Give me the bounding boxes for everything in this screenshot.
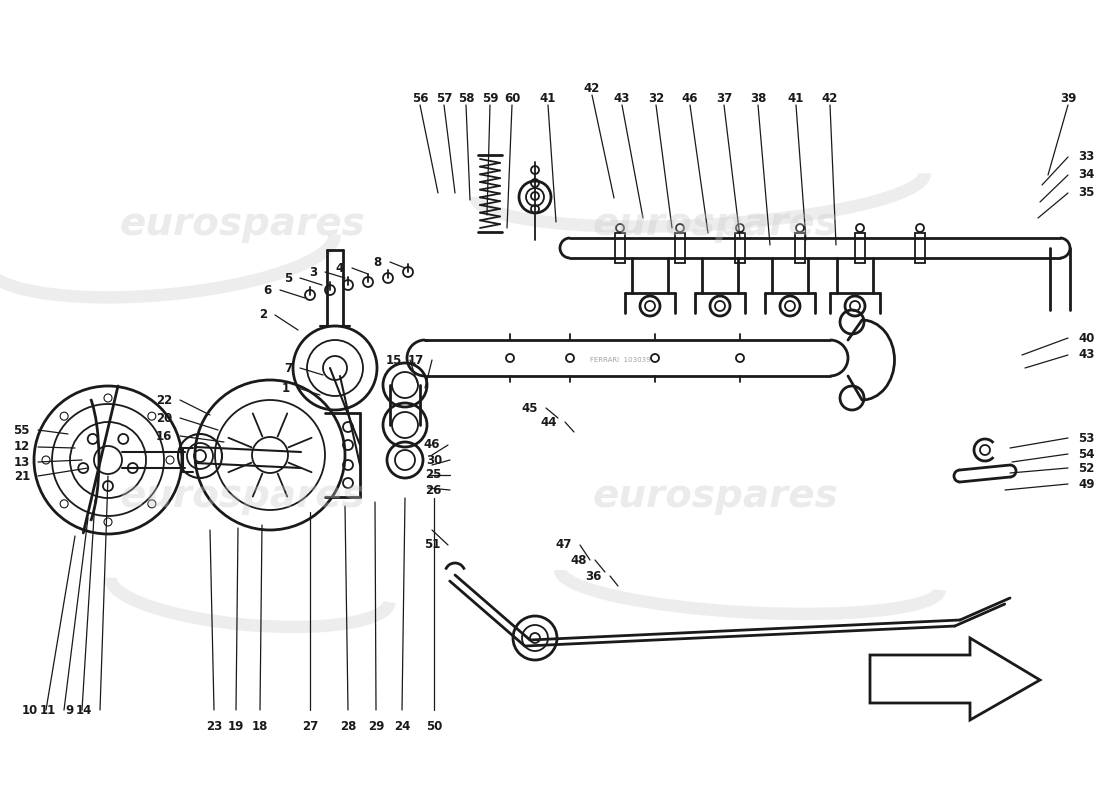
Text: eurospares: eurospares: [592, 477, 838, 515]
Text: 48: 48: [571, 554, 587, 566]
Text: 16: 16: [155, 430, 172, 442]
Text: 9: 9: [66, 703, 74, 717]
Text: 29: 29: [367, 720, 384, 733]
Text: 60: 60: [504, 93, 520, 106]
Text: 6: 6: [264, 283, 272, 297]
Text: 35: 35: [1078, 186, 1094, 199]
Text: 33: 33: [1078, 150, 1094, 163]
Text: 37: 37: [716, 93, 733, 106]
Text: 56: 56: [411, 93, 428, 106]
Text: 14: 14: [76, 703, 92, 717]
Text: 18: 18: [252, 720, 268, 733]
Text: 11: 11: [40, 703, 56, 717]
Text: 4: 4: [336, 262, 344, 274]
Text: 24: 24: [394, 720, 410, 733]
Text: 57: 57: [436, 93, 452, 106]
Text: 15: 15: [386, 354, 402, 366]
Text: 46: 46: [682, 93, 698, 106]
Text: 20: 20: [156, 411, 172, 425]
Text: 13: 13: [13, 455, 30, 469]
Text: 44: 44: [540, 415, 557, 429]
Text: 58: 58: [458, 93, 474, 106]
Text: 52: 52: [1078, 462, 1094, 474]
Text: 17: 17: [408, 354, 424, 366]
Text: 23: 23: [206, 720, 222, 733]
Text: 10: 10: [22, 703, 38, 717]
Text: 5: 5: [284, 271, 292, 285]
Text: 41: 41: [788, 93, 804, 106]
Polygon shape: [870, 638, 1040, 720]
Text: 55: 55: [13, 423, 30, 437]
Text: 12: 12: [13, 441, 30, 454]
Text: 1: 1: [282, 382, 290, 394]
Text: eurospares: eurospares: [119, 205, 365, 243]
Text: 51: 51: [424, 538, 440, 551]
Text: 25: 25: [426, 469, 442, 482]
Text: 42: 42: [822, 93, 838, 106]
Text: 19: 19: [228, 720, 244, 733]
Text: 41: 41: [540, 93, 557, 106]
Text: 2: 2: [258, 309, 267, 322]
Text: 43: 43: [614, 93, 630, 106]
Text: 26: 26: [426, 483, 442, 497]
Text: FERRARI  103039: FERRARI 103039: [590, 357, 650, 363]
Text: 38: 38: [750, 93, 767, 106]
Circle shape: [513, 616, 557, 660]
Text: eurospares: eurospares: [119, 477, 365, 515]
Text: 7: 7: [284, 362, 292, 374]
Text: 30: 30: [426, 454, 442, 466]
Text: 53: 53: [1078, 431, 1094, 445]
Text: 54: 54: [1078, 447, 1094, 461]
Text: 28: 28: [340, 720, 356, 733]
Text: eurospares: eurospares: [592, 205, 838, 243]
Text: 40: 40: [1078, 331, 1094, 345]
Text: 3: 3: [309, 266, 317, 278]
Text: 22: 22: [156, 394, 172, 406]
Text: 8: 8: [374, 255, 382, 269]
Text: 27: 27: [301, 720, 318, 733]
Text: 43: 43: [1078, 349, 1094, 362]
Text: 39: 39: [1059, 93, 1076, 106]
Text: 46: 46: [424, 438, 440, 451]
Text: 36: 36: [585, 570, 602, 582]
Text: 21: 21: [13, 470, 30, 482]
Text: 34: 34: [1078, 169, 1094, 182]
Text: 59: 59: [482, 93, 498, 106]
Text: 45: 45: [521, 402, 538, 414]
Text: 42: 42: [584, 82, 601, 95]
Text: 49: 49: [1078, 478, 1094, 490]
Text: 50: 50: [426, 720, 442, 733]
Text: 47: 47: [556, 538, 572, 551]
Text: 32: 32: [648, 93, 664, 106]
